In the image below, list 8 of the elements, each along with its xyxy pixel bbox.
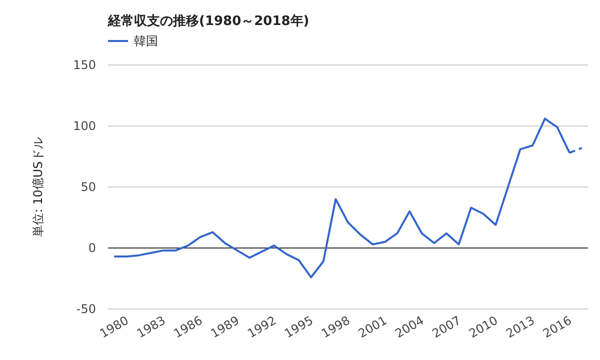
y-tick-label: 0: [88, 241, 96, 255]
legend-label: 韓国: [134, 34, 158, 48]
y-axis-title: 単位: 10億USドル: [31, 137, 45, 237]
y-tick-label: -50: [76, 302, 96, 316]
chart-title: 経常収支の推移(1980～2018年): [107, 14, 310, 29]
y-tick-label: 50: [80, 180, 96, 194]
y-tick-label: 150: [73, 58, 96, 72]
y-tick-label: 100: [73, 119, 96, 133]
